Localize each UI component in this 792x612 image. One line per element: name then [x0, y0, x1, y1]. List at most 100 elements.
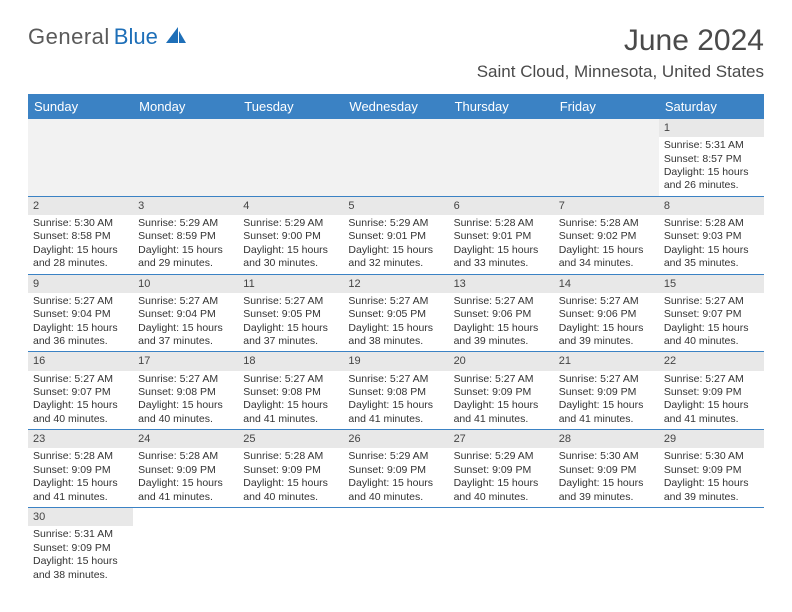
day-cell: 17Sunrise: 5:27 AMSunset: 9:08 PMDayligh… [133, 352, 238, 429]
sunset-text: Sunset: 9:06 PM [559, 308, 654, 321]
sunrise-text: Sunrise: 5:31 AM [33, 528, 128, 541]
sunset-text: Sunset: 8:58 PM [33, 230, 128, 243]
sunrise-text: Sunrise: 5:28 AM [33, 450, 128, 463]
day-cell: 20Sunrise: 5:27 AMSunset: 9:09 PMDayligh… [449, 352, 554, 429]
d1-text: Daylight: 15 hours [454, 399, 549, 412]
week-row: 30Sunrise: 5:31 AMSunset: 9:09 PMDayligh… [28, 508, 764, 585]
sunrise-text: Sunrise: 5:29 AM [138, 217, 233, 230]
sunrise-text: Sunrise: 5:28 AM [243, 450, 338, 463]
d1-text: Daylight: 15 hours [454, 477, 549, 490]
sunset-text: Sunset: 8:59 PM [138, 230, 233, 243]
d1-text: Daylight: 15 hours [33, 477, 128, 490]
sunrise-text: Sunrise: 5:30 AM [559, 450, 654, 463]
day-number: 30 [28, 508, 133, 526]
sunset-text: Sunset: 9:09 PM [664, 386, 759, 399]
d1-text: Daylight: 15 hours [559, 477, 654, 490]
day-number: 3 [133, 197, 238, 215]
d2-text: and 39 minutes. [559, 491, 654, 504]
day-cell: 1Sunrise: 5:31 AMSunset: 8:57 PMDaylight… [659, 119, 764, 196]
day-body: Sunrise: 5:31 AMSunset: 8:57 PMDaylight:… [659, 137, 764, 196]
d2-text: and 39 minutes. [454, 335, 549, 348]
day-body: Sunrise: 5:27 AMSunset: 9:04 PMDaylight:… [28, 293, 133, 352]
day-body: Sunrise: 5:30 AMSunset: 9:09 PMDaylight:… [659, 448, 764, 507]
day-number: 5 [343, 197, 448, 215]
sunrise-text: Sunrise: 5:27 AM [243, 373, 338, 386]
sunset-text: Sunset: 9:07 PM [664, 308, 759, 321]
day-number: 27 [449, 430, 554, 448]
sunrise-text: Sunrise: 5:27 AM [454, 295, 549, 308]
day-body: Sunrise: 5:27 AMSunset: 9:05 PMDaylight:… [238, 293, 343, 352]
sunset-text: Sunset: 8:57 PM [664, 153, 759, 166]
d2-text: and 37 minutes. [243, 335, 338, 348]
weekday-header: Saturday [659, 94, 764, 119]
sunset-text: Sunset: 9:09 PM [664, 464, 759, 477]
day-cell: 22Sunrise: 5:27 AMSunset: 9:09 PMDayligh… [659, 352, 764, 429]
day-cell: 25Sunrise: 5:28 AMSunset: 9:09 PMDayligh… [238, 430, 343, 507]
d1-text: Daylight: 15 hours [243, 244, 338, 257]
day-cell: 26Sunrise: 5:29 AMSunset: 9:09 PMDayligh… [343, 430, 448, 507]
sunrise-text: Sunrise: 5:27 AM [348, 295, 443, 308]
day-body: Sunrise: 5:29 AMSunset: 9:09 PMDaylight:… [449, 448, 554, 507]
sunset-text: Sunset: 9:09 PM [243, 464, 338, 477]
sunset-text: Sunset: 9:01 PM [348, 230, 443, 243]
day-body: Sunrise: 5:29 AMSunset: 8:59 PMDaylight:… [133, 215, 238, 274]
day-number: 11 [238, 275, 343, 293]
day-number: 16 [28, 352, 133, 370]
d2-text: and 28 minutes. [33, 257, 128, 270]
sunrise-text: Sunrise: 5:27 AM [454, 373, 549, 386]
sunset-text: Sunset: 9:09 PM [33, 542, 128, 555]
d1-text: Daylight: 15 hours [138, 399, 233, 412]
top-row: GeneralBlue June 2024 Saint Cloud, Minne… [28, 24, 764, 82]
day-number: 25 [238, 430, 343, 448]
d1-text: Daylight: 15 hours [348, 244, 443, 257]
day-cell: 16Sunrise: 5:27 AMSunset: 9:07 PMDayligh… [28, 352, 133, 429]
sunset-text: Sunset: 9:01 PM [454, 230, 549, 243]
day-body: Sunrise: 5:27 AMSunset: 9:08 PMDaylight:… [238, 371, 343, 430]
day-number: 4 [238, 197, 343, 215]
weekday-header: Tuesday [238, 94, 343, 119]
day-body: Sunrise: 5:29 AMSunset: 9:01 PMDaylight:… [343, 215, 448, 274]
d2-text: and 41 minutes. [348, 413, 443, 426]
d2-text: and 37 minutes. [138, 335, 233, 348]
day-cell: 6Sunrise: 5:28 AMSunset: 9:01 PMDaylight… [449, 197, 554, 274]
week-row: 1Sunrise: 5:31 AMSunset: 8:57 PMDaylight… [28, 119, 764, 197]
calendar-body: 1Sunrise: 5:31 AMSunset: 8:57 PMDaylight… [28, 119, 764, 585]
calendar: SundayMondayTuesdayWednesdayThursdayFrid… [28, 94, 764, 585]
d2-text: and 38 minutes. [33, 569, 128, 582]
sunrise-text: Sunrise: 5:27 AM [559, 373, 654, 386]
day-cell: 11Sunrise: 5:27 AMSunset: 9:05 PMDayligh… [238, 275, 343, 352]
d2-text: and 39 minutes. [664, 491, 759, 504]
day-cell: 9Sunrise: 5:27 AMSunset: 9:04 PMDaylight… [28, 275, 133, 352]
d2-text: and 30 minutes. [243, 257, 338, 270]
day-body: Sunrise: 5:28 AMSunset: 9:03 PMDaylight:… [659, 215, 764, 274]
d1-text: Daylight: 15 hours [243, 399, 338, 412]
d1-text: Daylight: 15 hours [664, 166, 759, 179]
sunset-text: Sunset: 9:09 PM [454, 464, 549, 477]
d2-text: and 41 minutes. [243, 413, 338, 426]
d1-text: Daylight: 15 hours [33, 555, 128, 568]
day-cell: 29Sunrise: 5:30 AMSunset: 9:09 PMDayligh… [659, 430, 764, 507]
d2-text: and 36 minutes. [33, 335, 128, 348]
weekday-header: Friday [554, 94, 659, 119]
sunset-text: Sunset: 9:00 PM [243, 230, 338, 243]
sunrise-text: Sunrise: 5:27 AM [33, 373, 128, 386]
d2-text: and 40 minutes. [33, 413, 128, 426]
day-number: 8 [659, 197, 764, 215]
day-body: Sunrise: 5:28 AMSunset: 9:09 PMDaylight:… [133, 448, 238, 507]
day-cell: 2Sunrise: 5:30 AMSunset: 8:58 PMDaylight… [28, 197, 133, 274]
day-cell: 23Sunrise: 5:28 AMSunset: 9:09 PMDayligh… [28, 430, 133, 507]
day-body: Sunrise: 5:27 AMSunset: 9:05 PMDaylight:… [343, 293, 448, 352]
day-body: Sunrise: 5:27 AMSunset: 9:08 PMDaylight:… [343, 371, 448, 430]
sunset-text: Sunset: 9:04 PM [33, 308, 128, 321]
d2-text: and 26 minutes. [664, 179, 759, 192]
d1-text: Daylight: 15 hours [664, 244, 759, 257]
week-row: 16Sunrise: 5:27 AMSunset: 9:07 PMDayligh… [28, 352, 764, 430]
day-body: Sunrise: 5:31 AMSunset: 9:09 PMDaylight:… [28, 526, 133, 585]
day-number: 26 [343, 430, 448, 448]
weekday-header: Thursday [449, 94, 554, 119]
sunrise-text: Sunrise: 5:29 AM [348, 450, 443, 463]
weekday-header: Monday [133, 94, 238, 119]
sunset-text: Sunset: 9:09 PM [348, 464, 443, 477]
day-cell: 3Sunrise: 5:29 AMSunset: 8:59 PMDaylight… [133, 197, 238, 274]
empty-cell [554, 508, 659, 585]
